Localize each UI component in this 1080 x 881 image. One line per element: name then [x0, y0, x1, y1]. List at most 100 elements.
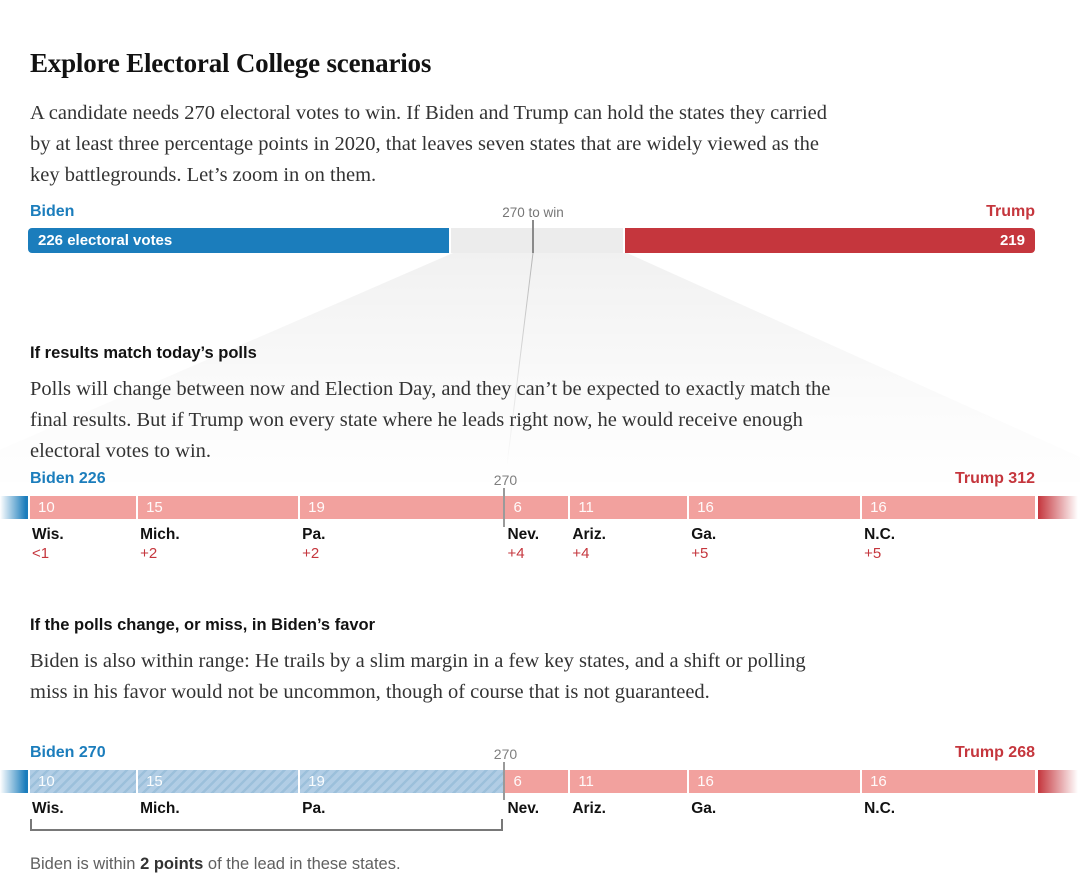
section-heading-biden-shift: If the polls change, or miss, in Biden’s… — [30, 615, 376, 634]
state-labels: Wis. <1 Mich. +2 Pa. +2 Nev. +4 Ariz. +4 Ga. +5 N.C.… — [0, 526, 1080, 566]
section-body-polls: Polls will change between now and Electi… — [30, 377, 831, 462]
bracket-note-post: of the lead in these states. — [203, 854, 401, 873]
state-label-pa: Pa. +2 — [302, 526, 325, 563]
state-label-nev: Nev. — [507, 800, 539, 818]
biden-safe-states-stub — [0, 496, 28, 519]
state-label-nev: Nev. +4 — [507, 526, 539, 563]
state-abbr: Nev. — [507, 800, 540, 817]
state-segment-nc: 16 — [862, 770, 1035, 793]
state-poll-margin: +4 — [507, 545, 525, 562]
state-labels: Wis. Mich. Pa. Nev. Ariz. Ga. N.C. — [0, 800, 1080, 840]
section-heading-polls: If results match today’s polls — [30, 343, 257, 362]
polls-chart-trump-label: Trump 312 — [954, 470, 1035, 487]
overview-chart: Biden 270 to win Trump 226 electoral vot… — [0, 203, 1080, 258]
state-label-ariz: Ariz. +4 — [572, 526, 606, 563]
state-segment-mich: 15 — [138, 770, 299, 793]
state-segment-nc: 16 — [862, 496, 1035, 519]
state-label-ariz: Ariz. — [572, 800, 606, 818]
segment-ev-count: 16 — [870, 773, 887, 790]
state-segment-ariz: 11 — [570, 496, 688, 519]
overview-segment-label-biden: 226 electoral votes — [38, 232, 173, 249]
overview-trump-label: Trump — [986, 203, 1035, 220]
state-label-nc: N.C. — [864, 800, 895, 818]
overview-270-to-win-label: 270 to win — [502, 205, 564, 220]
ev-bar: 10 15 19 6 11 16 16 — [0, 770, 1080, 793]
state-poll-margin: +5 — [864, 545, 882, 562]
overview-bar: 226 electoral votes 219 — [28, 228, 1035, 253]
segment-ev-count: 6 — [513, 499, 522, 516]
state-label-nc: N.C. +5 — [864, 526, 895, 563]
state-abbr: N.C. — [864, 526, 896, 543]
state-poll-margin: +2 — [302, 545, 320, 562]
state-abbr: Ariz. — [572, 526, 606, 543]
state-poll-margin: +5 — [691, 545, 709, 562]
ev-bar: 10 15 19 6 11 16 16 — [0, 496, 1080, 519]
state-label-wis: Wis. <1 — [32, 526, 64, 563]
polls-chart-270-label: 270 — [493, 472, 518, 488]
polls-scenario-chart: Biden 226 270 Trump 312 10 15 19 6 11 16 16 Wi… — [0, 470, 1080, 570]
state-abbr: Wis. — [32, 800, 64, 817]
state-abbr: Ariz. — [572, 800, 606, 817]
section-body-biden-shift: Biden is also within range: He trails by… — [30, 649, 806, 703]
overview-270-tick — [532, 220, 534, 253]
page-title: Explore Electoral College scenarios — [30, 48, 432, 79]
overview-segment-label-trump: 219 — [999, 232, 1025, 249]
segment-ev-count: 16 — [870, 499, 887, 516]
trump-safe-states-stub — [1038, 770, 1080, 793]
state-abbr: Nev. — [507, 526, 540, 543]
polls-chart-biden-label: Biden 226 — [30, 470, 106, 487]
segment-ev-count: 15 — [146, 499, 163, 516]
state-label-ga: Ga. +5 — [691, 526, 716, 563]
state-segment-wis: 10 — [30, 770, 137, 793]
state-segment-ga: 16 — [689, 770, 861, 793]
state-segment-ariz: 11 — [570, 770, 688, 793]
segment-ev-count: 15 — [146, 773, 163, 790]
segment-ev-count: 19 — [308, 499, 325, 516]
state-poll-margin: +2 — [140, 545, 158, 562]
state-label-wis: Wis. — [32, 800, 64, 818]
state-abbr: Ga. — [691, 526, 717, 543]
state-abbr: Wis. — [32, 526, 64, 543]
segment-ev-count: 10 — [38, 499, 55, 516]
state-segment-ga: 16 — [689, 496, 861, 519]
bracket-note: Biden is within 2 points of the lead in … — [30, 854, 401, 875]
state-label-pa: Pa. — [302, 800, 325, 818]
biden-range-bracket — [30, 819, 504, 831]
state-segment-nev: 6 — [505, 496, 569, 519]
state-abbr: Ga. — [691, 800, 717, 817]
overview-segment-biden: 226 electoral votes — [28, 228, 449, 253]
state-segment-pa: 19 — [300, 496, 504, 519]
state-segment-nev: 6 — [505, 770, 569, 793]
segment-ev-count: 16 — [697, 773, 714, 790]
segment-ev-count: 11 — [578, 773, 594, 790]
intro-text: A candidate needs 270 electoral votes to… — [30, 101, 828, 186]
shift-chart-270-label: 270 — [493, 746, 518, 762]
bracket-note-bold: 2 points — [140, 854, 204, 873]
segment-ev-count: 19 — [308, 773, 325, 790]
marker-270-tick — [503, 488, 505, 527]
biden-safe-states-stub — [0, 770, 28, 793]
shift-chart-biden-label: Biden 270 — [30, 744, 106, 761]
state-segment-wis: 10 — [30, 496, 137, 519]
overview-segment-trump: 219 — [625, 228, 1035, 253]
state-abbr: Pa. — [302, 800, 326, 817]
segment-ev-count: 16 — [697, 499, 714, 516]
state-poll-margin: <1 — [32, 545, 50, 562]
state-label-mich: Mich. +2 — [140, 526, 180, 563]
segment-ev-count: 11 — [578, 499, 594, 516]
state-label-mich: Mich. — [140, 800, 180, 818]
segment-ev-count: 6 — [513, 773, 522, 790]
state-abbr: Mich. — [140, 800, 180, 817]
overview-segment-battlegrounds — [451, 228, 624, 253]
biden-shift-scenario-chart: Biden 270 270 Trump 268 10 15 19 6 11 16 16 Wi… — [0, 744, 1080, 844]
state-segment-pa: 19 — [300, 770, 504, 793]
trump-safe-states-stub — [1038, 496, 1080, 519]
state-poll-margin: +4 — [572, 545, 590, 562]
marker-270-tick — [503, 762, 505, 800]
shift-chart-trump-label: Trump 268 — [954, 744, 1035, 761]
bracket-note-pre: Biden is within — [30, 854, 141, 873]
state-label-ga: Ga. — [691, 800, 716, 818]
state-abbr: Mich. — [140, 526, 180, 543]
segment-ev-count: 10 — [38, 773, 55, 790]
